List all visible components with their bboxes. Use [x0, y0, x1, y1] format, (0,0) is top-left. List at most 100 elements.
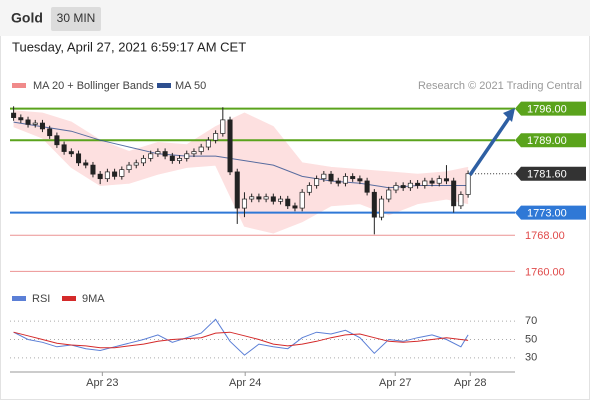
legend-label: MA 50: [175, 80, 206, 92]
candle-body: [39, 122, 45, 130]
level-label: 1773.00: [527, 208, 567, 220]
timestamp: Tuesday, April 27, 2021 6:59:17 AM CET: [12, 39, 246, 54]
candle-body: [299, 191, 305, 209]
candle-body: [140, 157, 146, 164]
candle-body: [241, 198, 247, 209]
candle-body: [54, 135, 60, 146]
candle-body: [11, 112, 17, 118]
candle-body: [90, 164, 96, 175]
timeframe-button[interactable]: [51, 7, 101, 31]
candle-body: [76, 153, 82, 164]
candle-body: [162, 151, 168, 157]
candle-body: [393, 185, 399, 191]
candle-body: [126, 164, 132, 170]
candle-body: [285, 198, 291, 207]
candle-body: [321, 173, 327, 180]
instrument: Gold: [11, 10, 43, 26]
forecast-arrow: [468, 117, 511, 176]
candle-body: [451, 180, 457, 207]
timeframe[interactable]: 30 MIN: [57, 11, 96, 25]
candle-body: [342, 176, 348, 184]
candle-body: [148, 153, 154, 159]
candle-body: [314, 178, 320, 186]
candle-body: [184, 153, 190, 159]
level-label: 1781.60: [527, 169, 567, 181]
y-tick-label: 50: [525, 333, 537, 345]
candle-body: [32, 122, 38, 125]
candle-body: [25, 119, 31, 125]
band-fill: [13, 110, 469, 233]
legend-label: 9MA: [82, 293, 105, 305]
level-label: 1768.00: [525, 230, 565, 242]
level-box: [515, 166, 586, 181]
candle-body: [350, 176, 356, 180]
candle-body: [169, 155, 175, 161]
forecast-arrowhead: [503, 108, 515, 122]
x-tick-label: Apr 24: [229, 377, 261, 389]
candle-body: [379, 198, 385, 218]
candle-body: [68, 151, 74, 155]
candle-body: [429, 180, 435, 184]
candle-body: [119, 169, 125, 177]
candle-body: [263, 196, 269, 200]
candle-body: [227, 119, 233, 173]
y-tick-label: 70: [525, 315, 537, 327]
candle-body: [364, 180, 370, 193]
candle-body: [47, 128, 53, 137]
candle-body: [83, 162, 89, 166]
series-line: [13, 331, 469, 349]
y-tick-label: 30: [525, 352, 537, 364]
candle-body: [256, 196, 262, 200]
candle-body: [465, 173, 471, 195]
candle-body: [443, 178, 449, 182]
candle-body: [357, 178, 363, 182]
candle-body: [386, 189, 392, 200]
candle-body: [422, 180, 428, 186]
level-box: [515, 101, 586, 116]
legend-swatch: [12, 296, 26, 301]
level-label: 1796.00: [527, 103, 567, 115]
candle-body: [18, 117, 24, 121]
candle-body: [61, 144, 67, 152]
candle-body: [234, 171, 240, 209]
candle-body: [328, 173, 334, 182]
level-label: 1789.00: [527, 135, 567, 147]
legend-swatch: [62, 296, 76, 301]
candle-body: [133, 162, 139, 166]
candle-body: [177, 157, 183, 161]
legend-label: RSI: [32, 293, 50, 305]
candle-body: [371, 191, 377, 218]
band-upper: [13, 110, 469, 175]
level-label: 1760.00: [525, 266, 565, 278]
candle-body: [155, 151, 161, 155]
series-line: [13, 318, 469, 356]
candle-body: [205, 139, 211, 148]
candle-body: [407, 182, 413, 189]
candle-body: [306, 185, 312, 193]
legend-swatch: [12, 83, 26, 88]
candle-body: [198, 146, 204, 152]
candle-body: [112, 171, 118, 177]
legend-swatch: [157, 83, 171, 88]
x-tick-label: Apr 28: [454, 377, 486, 389]
band-lower: [13, 126, 469, 234]
candle-body: [220, 119, 226, 134]
candle-body: [191, 151, 197, 155]
candle-body: [436, 178, 442, 184]
x-tick-label: Apr 23: [86, 377, 118, 389]
candle-body: [415, 182, 421, 186]
source: Research © 2021 Trading Central: [418, 80, 582, 92]
x-tick-label: Apr 27: [379, 377, 411, 389]
candle-body: [97, 173, 103, 180]
candle-body: [249, 196, 255, 200]
candle-body: [292, 205, 298, 209]
level-box: [515, 133, 586, 148]
candle-body: [270, 196, 276, 202]
candle-body: [278, 198, 284, 202]
legend-label: MA 20 + Bollinger Bands: [33, 80, 154, 92]
candle-body: [104, 171, 110, 180]
level-box: [515, 205, 586, 220]
candle-body: [335, 180, 341, 184]
